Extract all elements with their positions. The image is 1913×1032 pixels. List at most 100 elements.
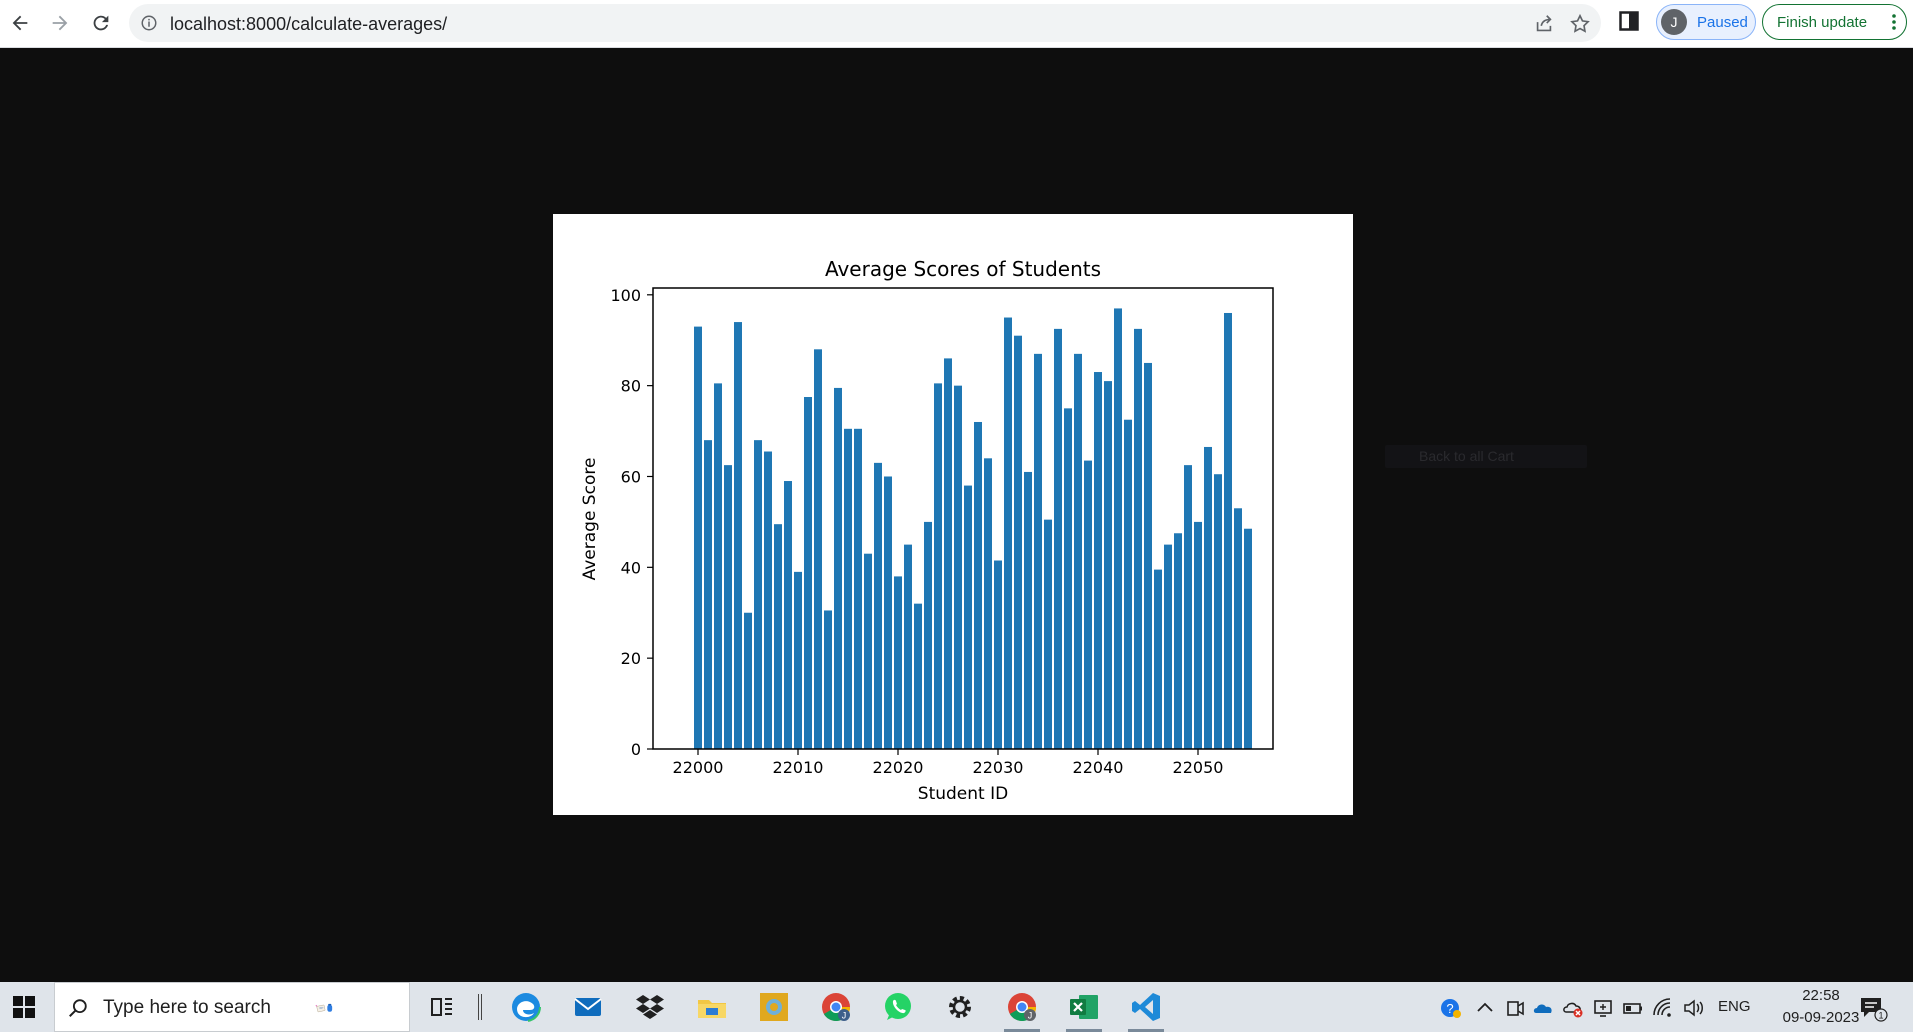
taskbar-settings[interactable]	[934, 982, 986, 1032]
x-tick-label: 22020	[873, 758, 924, 777]
forward-button[interactable]	[43, 6, 77, 40]
taskbar-vscode[interactable]	[1120, 982, 1172, 1032]
bar-22020	[894, 576, 902, 749]
reload-icon	[93, 15, 109, 31]
back-button[interactable]	[3, 6, 37, 40]
taskbar-chrome-profile[interactable]: J	[996, 982, 1048, 1032]
y-tick-label: 20	[621, 649, 641, 668]
x-axis-label: Student ID	[918, 784, 1008, 804]
bar-22027	[964, 485, 972, 749]
cloud-sync-error-icon[interactable]	[1562, 997, 1584, 1019]
taskbar-excel[interactable]	[1058, 982, 1110, 1032]
bar-22029	[984, 458, 992, 749]
taskbar-chrome[interactable]: J	[810, 982, 862, 1032]
dropbox-icon	[636, 995, 664, 1019]
x-tick-label: 22040	[1073, 758, 1124, 777]
bar-22004	[734, 322, 742, 749]
taskbar-whatsapp[interactable]	[872, 982, 924, 1032]
mail-icon	[574, 998, 602, 1016]
url-text[interactable]: localhost:8000/calculate-averages/	[170, 14, 448, 34]
y-tick-label: 0	[631, 740, 641, 759]
bar-22052	[1214, 474, 1222, 749]
x-tick-label: 22000	[673, 758, 724, 777]
bar-22014	[834, 387, 842, 749]
y-axis-label: Average Score	[580, 458, 600, 581]
x-axis-ticks: 22000 22010 22020 22030 22040 22050	[673, 749, 1224, 777]
input-language[interactable]: ENG	[1718, 998, 1751, 1015]
taskbar-edge[interactable]	[500, 982, 552, 1032]
battery-icon[interactable]	[1622, 997, 1644, 1019]
bar-22017	[864, 553, 872, 749]
bar-22037	[1064, 408, 1072, 749]
svg-text:J: J	[1028, 1011, 1033, 1021]
help-icon[interactable]: ?	[1440, 997, 1462, 1019]
windows-taskbar: Type here to search J J	[0, 982, 1913, 1032]
side-panel-icon[interactable]	[1619, 11, 1639, 31]
svg-text:J: J	[842, 1011, 847, 1021]
chrome-profile-icon: J	[1008, 993, 1036, 1021]
clock-date[interactable]: 09-09-2023	[1782, 1009, 1860, 1026]
taskbar-search-box[interactable]: Type here to search	[54, 982, 410, 1032]
taskbar-mail[interactable]	[562, 982, 614, 1032]
bar-22013	[824, 610, 832, 749]
taskbar-divider	[478, 994, 482, 1020]
wifi-icon[interactable]	[1652, 997, 1674, 1019]
photos-icon	[760, 993, 788, 1021]
taskbar-file-explorer[interactable]	[686, 982, 738, 1032]
bar-22030	[994, 560, 1002, 749]
plot-area-frame	[652, 287, 1274, 750]
more-menu-icon[interactable]	[1892, 13, 1896, 31]
start-button[interactable]	[0, 982, 48, 1032]
bar-22032	[1014, 335, 1022, 749]
file-explorer-icon	[698, 1000, 726, 1018]
address-bar[interactable]: localhost:8000/calculate-averages/	[129, 4, 1601, 42]
notification-center-icon[interactable]: 1	[1858, 994, 1888, 1022]
x-tick-label: 22050	[1173, 758, 1224, 777]
y-axis-ticks: 0 20 40 60 80 100	[610, 286, 653, 759]
taskbar-photos[interactable]	[748, 982, 800, 1032]
bar-22053	[1224, 312, 1232, 749]
bar-22038	[1074, 353, 1082, 749]
windows-logo-icon	[13, 996, 35, 1018]
y-tick-label: 100	[610, 286, 641, 305]
chevron-up-icon[interactable]	[1474, 997, 1496, 1019]
search-highlight-icon	[315, 1003, 333, 1013]
clock-time[interactable]: 22:58	[1802, 987, 1840, 1004]
taskbar-dropbox[interactable]	[624, 982, 676, 1032]
bar-22033	[1024, 471, 1032, 749]
share-icon[interactable]	[1533, 13, 1555, 35]
bar-22043	[1124, 419, 1132, 749]
bar-22010	[794, 571, 802, 749]
bar-22042	[1114, 308, 1122, 749]
notification-count: 1	[1878, 1011, 1883, 1021]
bookmark-star-icon[interactable]	[1569, 13, 1591, 35]
bar-22012	[814, 349, 822, 749]
profile-status: Paused	[1697, 14, 1748, 31]
finish-update-button[interactable]: Finish update	[1762, 4, 1907, 40]
bar-22025	[944, 358, 952, 749]
volume-icon[interactable]	[1682, 997, 1704, 1019]
faint-tooltip: Back to all Cart	[1385, 445, 1587, 468]
task-view-icon	[431, 998, 452, 1016]
reload-button[interactable]	[84, 6, 118, 40]
edge-icon	[511, 992, 541, 1022]
info-icon[interactable]	[140, 14, 158, 32]
bar-22031	[1004, 317, 1012, 749]
y-tick-label: 40	[621, 558, 641, 577]
bar-22003	[724, 465, 732, 749]
display-icon[interactable]	[1592, 997, 1614, 1019]
onedrive-icon[interactable]	[1532, 997, 1554, 1019]
profile-button[interactable]: J Paused	[1656, 4, 1756, 40]
chart-title: Average Scores of Students	[825, 257, 1101, 281]
meet-now-icon[interactable]	[1504, 997, 1526, 1019]
chart-image: 0 20 40 60 80 100 22000 22010 22020 22030 22040 22…	[553, 214, 1353, 815]
bar-22016	[854, 428, 862, 749]
task-view-button[interactable]	[416, 982, 468, 1032]
bar-22047	[1164, 544, 1172, 749]
bar-22044	[1134, 328, 1142, 749]
arrow-right-icon	[52, 15, 68, 31]
bar-22028	[974, 421, 982, 749]
bar-22036	[1054, 328, 1062, 749]
bar-22054	[1234, 508, 1242, 749]
